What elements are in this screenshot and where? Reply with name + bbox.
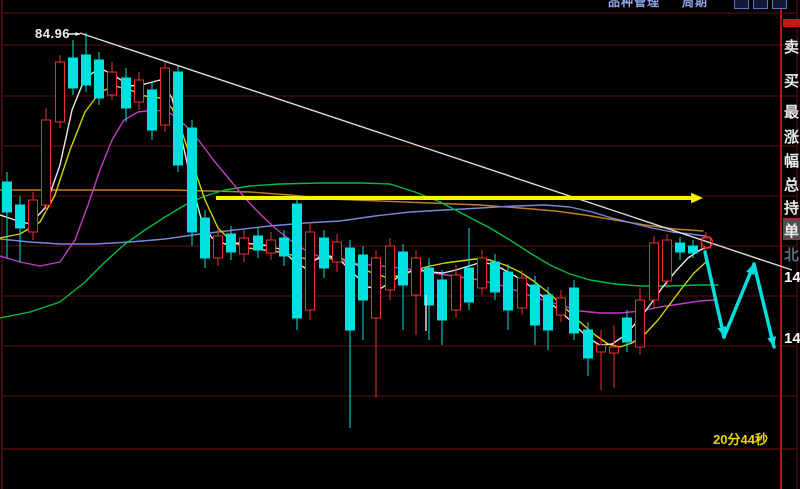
red-circle-annotation: [700, 235, 714, 249]
toolbar-button-symbol-manage[interactable]: 品种管理: [608, 0, 661, 9]
window-icon[interactable]: [734, 0, 749, 9]
candle-up: [635, 299, 645, 348]
window-icon[interactable]: [753, 0, 768, 9]
candle-down: [345, 247, 355, 331]
position-label: 持: [784, 200, 800, 217]
candle-down: [94, 59, 104, 99]
candle-down: [675, 242, 685, 253]
candle-up: [371, 257, 381, 319]
last-price-label: 最: [784, 104, 800, 121]
candle-down: [15, 204, 25, 229]
yellow-arrowhead: [691, 192, 703, 204]
candle-down: [279, 237, 289, 257]
price-value: 14: [784, 269, 800, 286]
candle-up: [332, 241, 342, 263]
change-label: 涨: [784, 129, 800, 146]
candle-down: [464, 267, 474, 303]
candle-up: [134, 79, 144, 103]
buy-button[interactable]: 买: [784, 73, 800, 90]
sell-button[interactable]: 卖: [784, 39, 800, 56]
candle-up: [305, 231, 315, 311]
quote-panel-red-bar: [783, 19, 800, 27]
volume-label: 总: [784, 177, 800, 194]
candle-down: [2, 181, 12, 213]
candle-down: [81, 54, 91, 86]
candle-up: [41, 119, 51, 206]
candle-down: [147, 89, 157, 131]
candle-up: [107, 71, 117, 96]
window-icon[interactable]: [772, 0, 787, 9]
candle-up: [213, 235, 223, 259]
cyan-arrowhead: [746, 264, 755, 275]
quote-panel: 卖 买 最 涨 幅 总 持 单 北 14 14: [783, 0, 800, 489]
candle-down: [358, 254, 368, 301]
candle-down: [424, 267, 434, 306]
candle-down: [398, 251, 408, 286]
candle-up: [28, 199, 38, 233]
candle-up: [596, 344, 606, 353]
candle-up: [451, 274, 461, 311]
candle-up: [662, 239, 672, 282]
candle-up: [477, 257, 487, 289]
candle-down: [569, 287, 579, 334]
candle-up: [385, 245, 395, 291]
price-value: 14: [784, 330, 800, 347]
candle-down: [490, 261, 500, 293]
candle-up: [239, 237, 249, 255]
order-button[interactable]: 单: [784, 223, 800, 240]
peak-arrowhead: [75, 31, 80, 37]
candle-up: [517, 277, 527, 309]
candle-up: [266, 239, 276, 254]
cyan-forecast-arrow: [703, 250, 726, 339]
candle-up: [609, 346, 619, 354]
bar-countdown-timer: 20分44秒: [713, 432, 768, 447]
candle-down: [503, 271, 513, 311]
candle-down: [319, 237, 329, 269]
cyan-forecast-arrow: [722, 262, 756, 339]
candle-down: [543, 294, 553, 331]
ma_green-line: [0, 182, 719, 319]
candle-up: [556, 297, 566, 316]
candle-down: [622, 317, 632, 343]
ma_orange-line: [0, 189, 704, 232]
candle-up: [160, 67, 170, 126]
candle-down: [437, 279, 447, 321]
order-row-highlight: [783, 218, 800, 240]
range-label: 幅: [784, 153, 800, 170]
candle-down: [121, 77, 131, 109]
candle-down: [226, 233, 236, 253]
candle-down: [68, 57, 78, 89]
candle-down: [583, 329, 593, 359]
candle-down: [173, 71, 183, 166]
candle-down: [253, 235, 263, 251]
candle-up: [55, 61, 65, 123]
ma_blue-line: [0, 204, 706, 245]
candle-down: [200, 217, 210, 259]
candle-down: [187, 127, 197, 233]
toolbar-button-period[interactable]: 周期: [682, 0, 709, 9]
trendline: [79, 32, 793, 271]
exchange-label: 北: [784, 247, 800, 264]
cyan-arrowhead: [767, 336, 777, 347]
cyan-forecast-arrow: [752, 262, 776, 349]
peak-price-label: 84.96: [35, 26, 71, 41]
candle-down: [292, 203, 302, 319]
candle-up: [649, 242, 659, 301]
candle-down: [688, 245, 698, 254]
candle-up: [411, 257, 421, 296]
candle-down: [530, 284, 540, 326]
